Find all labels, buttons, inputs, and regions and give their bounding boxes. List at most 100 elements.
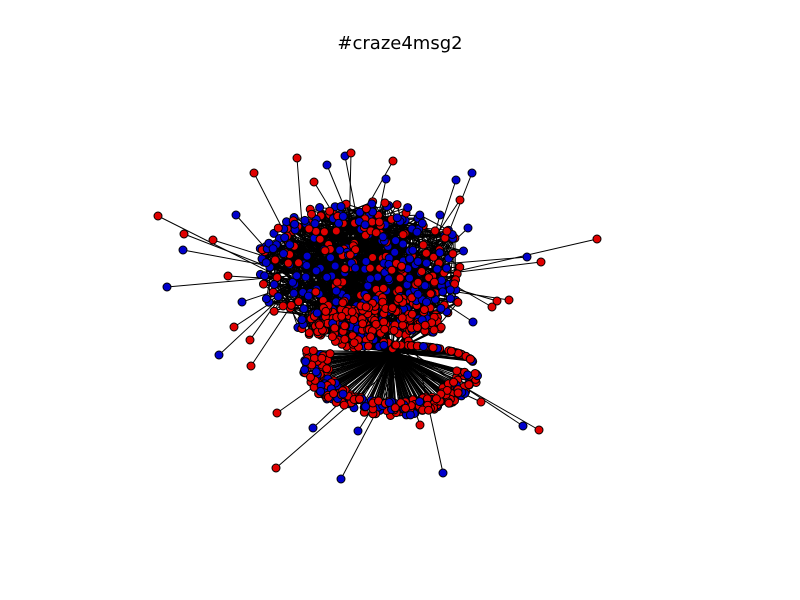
network-node	[422, 297, 431, 307]
network-node	[405, 410, 415, 420]
network-node	[337, 311, 347, 321]
network-node	[260, 271, 270, 281]
network-node	[330, 261, 340, 271]
network-node	[294, 297, 304, 307]
network-node	[320, 246, 330, 256]
network-node	[308, 423, 318, 433]
network-node	[388, 156, 398, 166]
network-node	[432, 264, 442, 274]
network-node	[259, 279, 268, 289]
network-node	[464, 380, 474, 390]
network-node	[336, 202, 346, 211]
network-node	[278, 301, 288, 311]
network-node	[285, 240, 295, 250]
network-node	[294, 258, 303, 268]
network-edge	[166, 275, 292, 288]
network-node	[363, 341, 373, 351]
network-node	[390, 403, 400, 413]
network-node	[470, 369, 480, 378]
network-node	[437, 275, 447, 285]
network-node	[392, 213, 402, 223]
network-node	[463, 223, 473, 233]
network-node	[286, 300, 296, 310]
network-node	[397, 261, 407, 271]
network-node	[325, 349, 335, 359]
network-node	[153, 211, 163, 221]
network-edge	[372, 351, 393, 404]
network-node	[362, 292, 372, 302]
network-node	[445, 285, 455, 295]
network-node	[231, 210, 241, 220]
network-node	[332, 277, 342, 287]
network-node	[346, 148, 356, 158]
network-node	[349, 338, 359, 348]
network-node	[223, 271, 233, 281]
network-node	[331, 226, 341, 236]
network-edge	[348, 152, 352, 246]
network-node	[389, 326, 399, 335]
network-node	[272, 408, 282, 418]
network-node	[424, 405, 433, 415]
network-node	[214, 350, 224, 360]
network-node	[421, 248, 431, 258]
network-node	[413, 277, 423, 287]
network-node	[162, 282, 172, 292]
network-edge	[294, 229, 368, 298]
network-node	[261, 294, 271, 304]
network-edge	[391, 351, 448, 391]
network-node	[292, 271, 302, 281]
network-node	[374, 217, 384, 227]
network-node	[391, 236, 401, 246]
network-node	[261, 258, 271, 268]
network-node	[349, 315, 359, 325]
network-node	[476, 397, 486, 407]
network-node	[301, 357, 311, 367]
network-node	[304, 224, 314, 234]
network-node	[438, 287, 448, 297]
network-node	[308, 346, 318, 356]
network-node	[534, 425, 544, 435]
network-node	[237, 297, 247, 307]
network-node	[326, 253, 335, 263]
network-node	[179, 229, 189, 239]
network-node	[340, 334, 350, 344]
network-node	[306, 372, 315, 382]
network-node	[415, 397, 425, 407]
network-node	[403, 203, 413, 213]
network-edge	[384, 351, 393, 404]
network-node	[317, 353, 327, 363]
network-node	[448, 249, 458, 259]
network-node	[435, 210, 445, 220]
network-node	[361, 302, 371, 312]
network-edge	[391, 351, 412, 406]
network-node	[283, 258, 293, 268]
network-node	[300, 365, 310, 375]
network-node	[338, 211, 348, 221]
network-node	[310, 219, 320, 229]
network-node	[413, 289, 423, 299]
network-node	[361, 402, 371, 412]
network-node	[419, 305, 429, 315]
network-node	[417, 267, 427, 276]
network-node	[361, 204, 371, 214]
network-node	[412, 227, 422, 237]
network-node	[379, 317, 389, 327]
network-node	[331, 286, 341, 296]
network-node	[380, 324, 390, 334]
network-node	[435, 248, 445, 258]
network-node	[428, 343, 438, 353]
network-node	[465, 354, 475, 364]
network-node	[419, 342, 428, 351]
network-node	[449, 377, 459, 387]
network-node	[303, 291, 313, 301]
network-node	[290, 219, 300, 229]
network-node	[322, 272, 332, 282]
network-node	[430, 226, 440, 236]
network-edge	[391, 351, 437, 400]
network-node	[316, 386, 326, 396]
network-node	[311, 266, 321, 276]
network-edge	[378, 351, 393, 402]
network-node	[269, 280, 279, 289]
network-node	[467, 168, 477, 178]
